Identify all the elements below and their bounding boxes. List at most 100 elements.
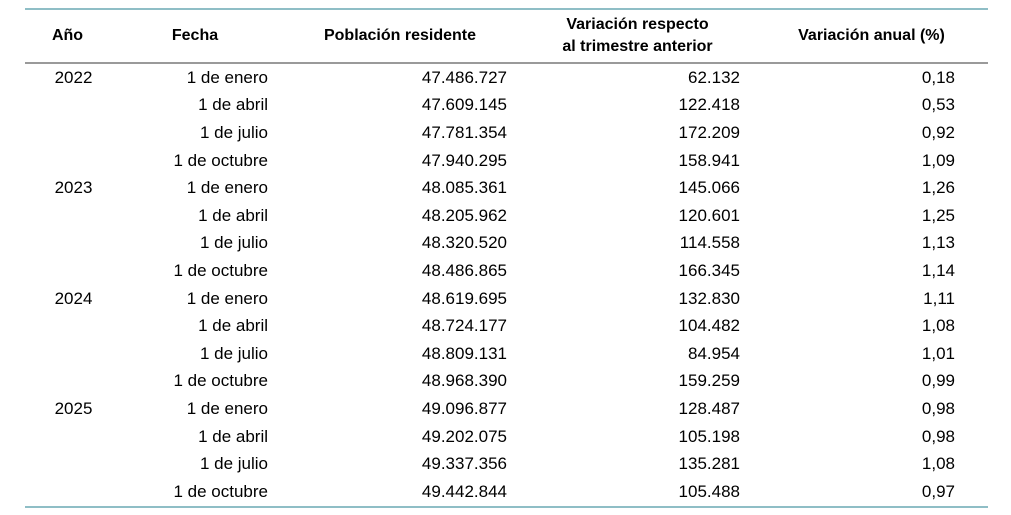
population-cell: 48.320.520 [421, 233, 507, 253]
quarterly-change-cell: 159.259 [678, 371, 740, 391]
year-cell: 2023 [54, 178, 93, 198]
quarterly-change-cell: 132.830 [678, 288, 740, 308]
column-header-fecha: Fecha [110, 9, 280, 64]
table-row: 2025 1 de enero 49.096.877 128.487 0,98 [25, 395, 988, 423]
quarterly-change-cell: 166.345 [678, 260, 740, 280]
quarterly-change-cell: 172.209 [678, 122, 740, 142]
year-cell [25, 202, 110, 230]
population-cell: 48.809.131 [421, 343, 507, 363]
table-row: 1 de abril 48.205.962 120.601 1,25 [25, 202, 988, 230]
table-row: 2023 1 de enero 48.085.361 145.066 1,26 [25, 174, 988, 202]
year-cell [25, 92, 110, 120]
table-row: 1 de abril 49.202.075 105.198 0,98 [25, 423, 988, 451]
quarterly-change-cell: 105.198 [678, 426, 740, 446]
quarterly-change-cell: 105.488 [678, 481, 740, 501]
year-cell [25, 478, 110, 507]
column-header-variacion-anual: Variación anual (%) [755, 9, 988, 64]
population-cell: 49.096.877 [421, 398, 507, 418]
column-header-variacion-trimestre: Variación respecto al trimestre anterior [520, 9, 755, 64]
population-table: Año Fecha Población residente Variación … [25, 8, 988, 508]
annual-change-cell: 1,11 [923, 288, 955, 308]
year-cell [25, 119, 110, 147]
annual-change-cell: 0,97 [921, 481, 955, 501]
table-row: 1 de octubre 49.442.844 105.488 0,97 [25, 478, 988, 507]
quarterly-change-cell: 104.482 [678, 316, 740, 336]
date-cell: 1 de enero [186, 67, 268, 87]
population-cell: 47.781.354 [421, 122, 507, 142]
year-cell [25, 423, 110, 451]
population-cell: 47.609.145 [421, 95, 507, 115]
table-row: 1 de abril 48.724.177 104.482 1,08 [25, 312, 988, 340]
annual-change-cell: 1,08 [921, 316, 955, 336]
date-cell: 1 de enero [186, 288, 268, 308]
date-cell: 1 de abril [198, 205, 268, 225]
table-row: 1 de julio 49.337.356 135.281 1,08 [25, 450, 988, 478]
annual-change-cell: 0,99 [921, 371, 955, 391]
population-cell: 48.619.695 [421, 288, 507, 308]
header-row: Año Fecha Población residente Variación … [25, 9, 988, 64]
population-cell: 47.486.727 [421, 67, 507, 87]
population-cell: 49.202.075 [421, 426, 507, 446]
annual-change-cell: 1,14 [921, 260, 955, 280]
header-line-1: Variación respecto [566, 16, 709, 33]
table-row: 2024 1 de enero 48.619.695 132.830 1,11 [25, 285, 988, 313]
year-cell [25, 257, 110, 285]
population-cell: 49.442.844 [421, 481, 507, 501]
annual-change-cell: 0,92 [921, 122, 955, 142]
year-cell [25, 368, 110, 396]
population-cell: 48.085.361 [421, 178, 507, 198]
date-cell: 1 de abril [198, 426, 268, 446]
table-row: 1 de julio 47.781.354 172.209 0,92 [25, 119, 988, 147]
quarterly-change-cell: 128.487 [678, 398, 740, 418]
header-line-2: al trimestre anterior [562, 38, 713, 55]
date-cell: 1 de octubre [173, 371, 268, 391]
date-cell: 1 de abril [198, 95, 268, 115]
quarterly-change-cell: 62.132 [688, 67, 740, 87]
year-cell [25, 450, 110, 478]
annual-change-cell: 1,09 [921, 150, 955, 170]
quarterly-change-cell: 122.418 [678, 95, 740, 115]
annual-change-cell: 0,53 [921, 95, 955, 115]
annual-change-cell: 1,25 [921, 205, 955, 225]
date-cell: 1 de octubre [173, 260, 268, 280]
table-row: 1 de octubre 48.968.390 159.259 0,99 [25, 368, 988, 396]
year-cell [25, 340, 110, 368]
year-cell [25, 230, 110, 258]
population-cell: 48.486.865 [421, 260, 507, 280]
table-body: 2022 1 de enero 47.486.727 62.132 0,18 1… [25, 63, 988, 507]
date-cell: 1 de enero [186, 398, 268, 418]
year-cell [25, 147, 110, 175]
quarterly-change-cell: 120.601 [678, 205, 740, 225]
date-cell: 1 de octubre [173, 481, 268, 501]
year-cell [25, 312, 110, 340]
quarterly-change-cell: 135.281 [678, 454, 740, 474]
annual-change-cell: 1,08 [921, 454, 955, 474]
date-cell: 1 de julio [199, 454, 268, 474]
date-cell: 1 de julio [199, 343, 268, 363]
annual-change-cell: 1,13 [921, 233, 955, 253]
quarterly-change-cell: 145.066 [678, 178, 740, 198]
annual-change-cell: 1,01 [921, 343, 955, 363]
column-header-poblacion-residente: Población residente [280, 9, 520, 64]
quarterly-change-cell: 114.558 [679, 233, 740, 253]
annual-change-cell: 0,98 [921, 426, 955, 446]
year-cell: 2022 [54, 67, 93, 87]
date-cell: 1 de octubre [173, 150, 268, 170]
annual-change-cell: 0,18 [921, 67, 955, 87]
annual-change-cell: 1,26 [921, 178, 955, 198]
table-row: 1 de julio 48.320.520 114.558 1,13 [25, 230, 988, 258]
quarterly-change-cell: 158.941 [678, 150, 740, 170]
date-cell: 1 de julio [199, 122, 268, 142]
column-header-ano: Año [25, 9, 110, 64]
date-cell: 1 de abril [198, 316, 268, 336]
population-cell: 48.968.390 [421, 371, 507, 391]
year-cell: 2024 [54, 288, 93, 308]
table-row: 1 de octubre 47.940.295 158.941 1,09 [25, 147, 988, 175]
date-cell: 1 de julio [199, 233, 268, 253]
quarterly-change-cell: 84.954 [688, 343, 740, 363]
population-cell: 48.724.177 [421, 316, 507, 336]
population-cell: 48.205.962 [421, 205, 507, 225]
date-cell: 1 de enero [186, 178, 268, 198]
table-row: 1 de abril 47.609.145 122.418 0,53 [25, 92, 988, 120]
